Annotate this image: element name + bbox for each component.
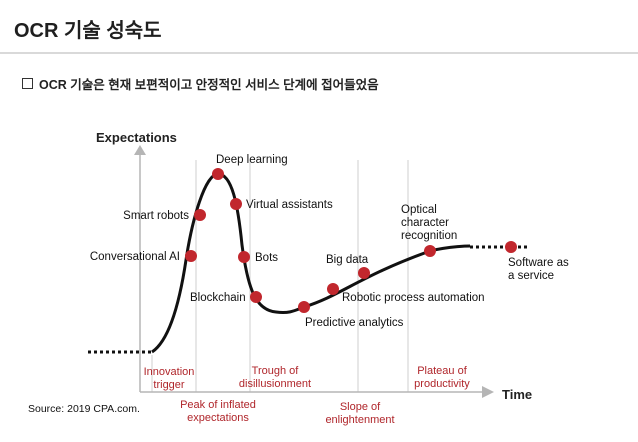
phase-plateau-line1: Plateau of: [417, 365, 467, 377]
phase-trough-line2: disillusionment: [239, 378, 311, 390]
x-axis-arrow-icon: [482, 386, 494, 398]
marker-saas: [505, 241, 517, 253]
label-saas-line2: a service: [508, 270, 554, 282]
label-big-data: Big data: [326, 254, 369, 266]
phase-slope-line1: Slope of: [340, 401, 381, 413]
marker-ocr: [424, 245, 436, 257]
marker-predictive-analytics: [298, 301, 310, 313]
title-divider: [0, 52, 638, 54]
marker-virtual-assistants: [230, 198, 242, 210]
phase-peak-line2: expectations: [187, 412, 249, 424]
source-citation: Source: 2019 CPA.com.: [28, 403, 140, 415]
y-axis-label: Expectations: [96, 130, 177, 145]
checkbox-bullet-icon: [22, 78, 33, 89]
phase-slope-line2: enlightenment: [325, 414, 394, 426]
bullet-text: OCR 기술은 현재 보편적이고 안정적인 서비스 단계에 접어들었음: [39, 78, 379, 92]
label-bots: Bots: [255, 252, 278, 264]
marker-robotic-process-automation: [327, 283, 339, 295]
label-virtual-assistants: Virtual assistants: [246, 199, 333, 211]
marker-big-data: [358, 267, 370, 279]
phase-innovation-trigger-line1: Innovation: [144, 366, 195, 378]
phase-innovation-trigger-line2: trigger: [153, 379, 185, 391]
marker-bots: [238, 251, 250, 263]
label-ocr-line1: Optical: [401, 204, 437, 216]
marker-blockchain: [250, 291, 262, 303]
marker-smart-robots: [194, 209, 206, 221]
label-ocr-line3: recognition: [401, 230, 457, 242]
bullet-point: OCR 기술은 현재 보편적이고 안정적인 서비스 단계에 접어들었음: [22, 74, 379, 93]
label-robotic-process-automation: Robotic process automation: [342, 292, 485, 304]
marker-conversational-ai: [185, 250, 197, 262]
label-saas-line1: Software as: [508, 257, 569, 269]
label-smart-robots: Smart robots: [123, 210, 189, 222]
label-conversational-ai: Conversational AI: [90, 251, 180, 263]
phase-peak-line1: Peak of inflated: [180, 399, 256, 411]
marker-deep-learning: [212, 168, 224, 180]
label-ocr-line2: character: [401, 217, 449, 229]
page-title: OCR 기술 성숙도: [14, 20, 162, 42]
label-predictive-analytics: Predictive analytics: [305, 317, 404, 329]
label-blockchain: Blockchain: [190, 292, 246, 304]
x-axis-label: Time: [502, 387, 532, 402]
phase-plateau-line2: productivity: [414, 378, 470, 390]
hype-curve: [151, 172, 471, 354]
label-deep-learning: Deep learning: [216, 154, 288, 166]
y-axis-arrow-icon: [134, 145, 146, 155]
phase-trough-line1: Trough of: [252, 365, 300, 377]
